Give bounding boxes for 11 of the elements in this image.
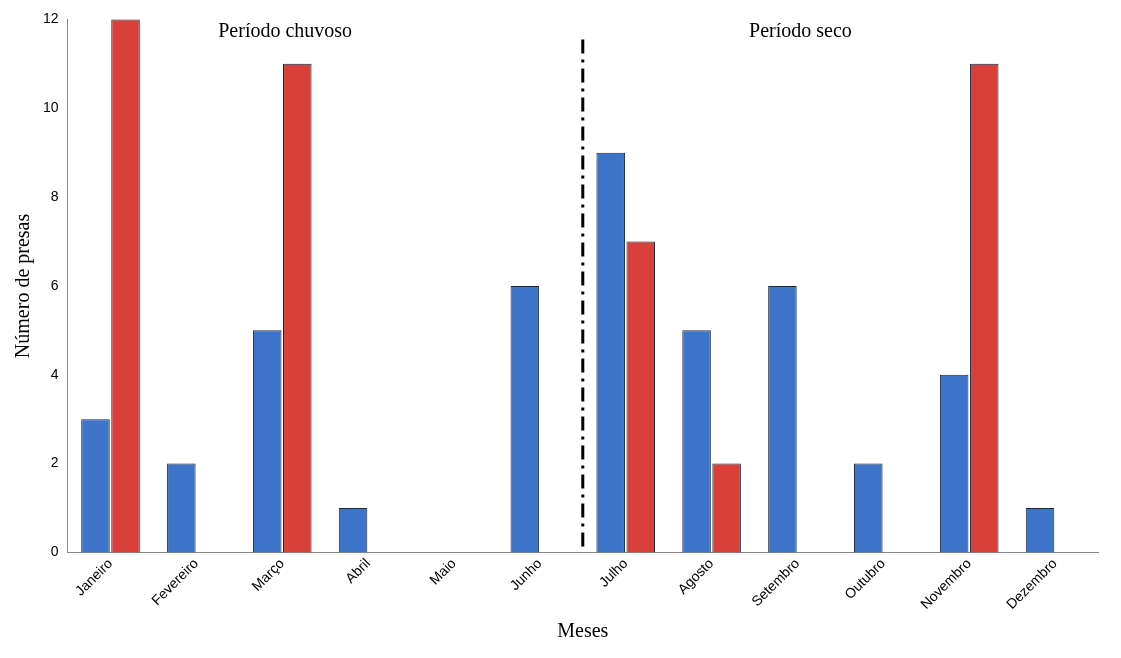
y-tick-label: 2 bbox=[50, 454, 59, 471]
y-tick-label: 12 bbox=[42, 10, 59, 27]
y-tick-label: 8 bbox=[50, 187, 59, 204]
annotation: Período chuvoso bbox=[218, 18, 353, 41]
y-tick-label: 0 bbox=[50, 543, 59, 560]
y-tick-label: 10 bbox=[42, 99, 59, 116]
y-axis-title: Número de presas bbox=[11, 213, 35, 359]
y-tick-label: 6 bbox=[50, 276, 59, 293]
x-axis-title: Meses bbox=[557, 619, 609, 642]
y-tick-label: 4 bbox=[50, 365, 59, 382]
annotation: Período seco bbox=[749, 18, 852, 41]
